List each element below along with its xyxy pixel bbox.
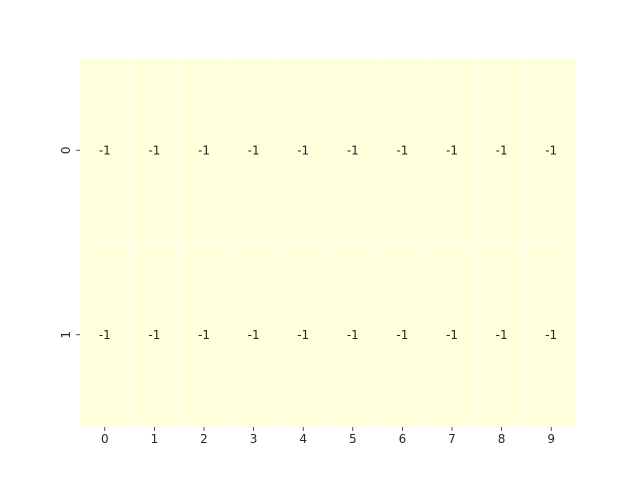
heatmap-cell-r0-c9: [525, 57, 577, 243]
x-tick-label: 0: [101, 432, 109, 446]
x-tick-label: 7: [448, 432, 456, 446]
cell-value-label-r1-c1: -1: [148, 328, 160, 342]
cell-value-label-r0-c2: -1: [198, 143, 210, 157]
heatmap-cell-r1-c8: [476, 242, 527, 428]
y-axis: 01: [59, 146, 80, 339]
x-tick-label: 1: [151, 432, 159, 446]
heatmap-cell-r0-c7: [426, 57, 478, 243]
cell-value-label-r1-c7: -1: [446, 328, 458, 342]
cell-value-label-r1-c8: -1: [496, 328, 508, 342]
heatmap-cell-r0-c1: [129, 57, 180, 243]
cell-value-label-r0-c1: -1: [148, 143, 160, 157]
cell-value-label-r0-c7: -1: [446, 143, 458, 157]
x-tick-label: 8: [498, 432, 506, 446]
x-tick-label: 3: [250, 432, 258, 446]
cell-value-label-r0-c4: -1: [297, 143, 309, 157]
heatmap-cells: [79, 57, 577, 428]
heatmap-cell-r1-c7: [426, 242, 478, 428]
heatmap-cell-r0-c5: [327, 57, 379, 243]
y-tick-label: 1: [59, 331, 73, 339]
heatmap-cell-r1-c2: [178, 242, 230, 428]
heatmap-cell-r0-c2: [178, 57, 230, 243]
heatmap-cell-r0-c4: [277, 57, 329, 243]
x-tick-label: 4: [299, 432, 307, 446]
heatmap-cell-r1-c9: [525, 242, 577, 428]
cell-value-label-r0-c5: -1: [347, 143, 359, 157]
x-tick-label: 5: [349, 432, 357, 446]
x-axis: 0 1 2 3 4 5 6 7 8 9: [101, 427, 555, 446]
heatmap-cell-r1-c5: [327, 242, 379, 428]
cell-value-label-r0-c9: -1: [545, 143, 557, 157]
y-tick-label: 0: [59, 146, 73, 154]
cell-value-label-r1-c6: -1: [396, 328, 408, 342]
cell-value-label-r0-c3: -1: [248, 143, 260, 157]
cell-value-label-r1-c2: -1: [198, 328, 210, 342]
cell-value-label-r1-c4: -1: [297, 328, 309, 342]
cell-value-label-r0-c0: -1: [99, 143, 111, 157]
x-tick-label: 9: [547, 432, 555, 446]
cell-value-label-r0-c6: -1: [396, 143, 408, 157]
cell-value-label-r1-c5: -1: [347, 328, 359, 342]
heatmap-cell-r1-c3: [228, 242, 279, 428]
heatmap-cell-r0-c3: [228, 57, 279, 243]
x-tick-label: 2: [200, 432, 208, 446]
heatmap-annotations: -1 -1 -1 -1 -1 -1 -1 -1 -1 -1 -1 -1 -1 -1 -1 -1 -1 -1 -1 -1: [99, 143, 557, 342]
heatmap-cell-r1-c6: [377, 242, 428, 428]
cell-value-label-r0-c8: -1: [496, 143, 508, 157]
heatmap-cell-r1-c1: [129, 242, 180, 428]
cell-value-label-r1-c0: -1: [99, 328, 111, 342]
x-tick-label: 6: [399, 432, 407, 446]
heatmap-cell-r0-c0: [79, 57, 131, 243]
cell-value-label-r1-c9: -1: [545, 328, 557, 342]
cell-value-label-r1-c3: -1: [248, 328, 260, 342]
